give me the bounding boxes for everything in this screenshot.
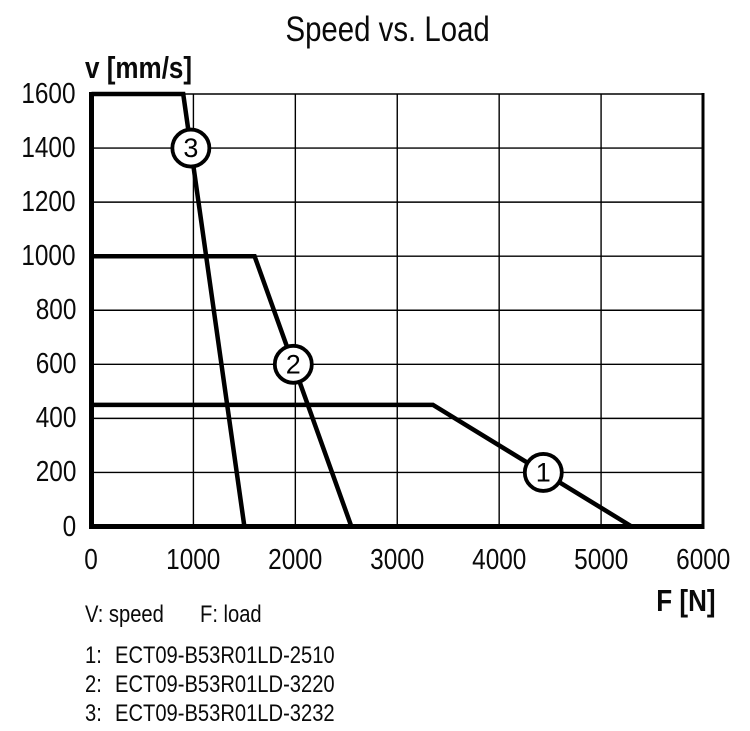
- legend-num-1: 1:: [85, 642, 102, 669]
- y-tick-label-600: 600: [35, 348, 76, 381]
- y-tick-label-800: 800: [35, 294, 76, 327]
- series-1-line: [91, 402, 633, 529]
- y-axis-label-text: v [mm/s]: [85, 50, 193, 85]
- series-2-line: [91, 253, 354, 528]
- note-load: F: load: [199, 601, 262, 628]
- series-2-marker-label: 2: [286, 349, 301, 379]
- y-axis-label: v [mm/s]: [85, 50, 212, 86]
- x-tick-label-1000: 1000: [166, 544, 221, 576]
- chart-title-text: Speed vs. Load: [285, 10, 491, 49]
- legend-row-3: 3: ECT09-B53R01LD-3232: [85, 699, 376, 728]
- series-2-marker: [272, 343, 314, 385]
- y-tick-label-1600: 1600: [21, 78, 76, 110]
- series-3-marker: [170, 127, 212, 169]
- axis-key-note: V: speed F: load: [85, 601, 273, 629]
- note-speed: V: speed: [85, 601, 164, 628]
- legend: 1: ECT09-B53R01LD-2510 2: ECT09-B53R01LD…: [85, 641, 376, 728]
- legend-num-2: 2:: [85, 671, 102, 698]
- chart-title: Speed vs. Load: [26, 9, 750, 50]
- x-axis-label-text: F [N]: [656, 583, 716, 618]
- x-tick-label-6000: 6000: [675, 544, 731, 576]
- y-tick-label-0: 0: [62, 510, 76, 543]
- legend-num-3: 3:: [85, 700, 102, 727]
- x-tick-label-2000: 2000: [268, 544, 323, 576]
- y-tick-label-1400: 1400: [21, 132, 76, 165]
- x-tick-label-5000: 5000: [573, 544, 629, 576]
- x-tick-label-0: 0: [84, 544, 99, 576]
- y-tick-label-1200: 1200: [21, 186, 76, 219]
- x-tick-label-4000: 4000: [472, 544, 527, 576]
- legend-row-1: 1: ECT09-B53R01LD-2510: [85, 641, 376, 670]
- legend-label-2: ECT09-B53R01LD-3220: [115, 671, 335, 698]
- x-tick-label-3000: 3000: [370, 544, 425, 576]
- series-1-marker: [522, 452, 564, 493]
- legend-label-1: ECT09-B53R01LD-2510: [115, 642, 335, 669]
- y-tick-label-400: 400: [35, 402, 76, 435]
- y-tick-label-1000: 1000: [21, 240, 76, 273]
- series-3-marker-label: 3: [183, 133, 198, 163]
- x-axis-label: F [N]: [516, 583, 716, 619]
- legend-label-3: ECT09-B53R01LD-3232: [115, 700, 335, 727]
- y-tick-label-200: 200: [35, 456, 76, 489]
- legend-row-2: 2: ECT09-B53R01LD-3220: [85, 670, 376, 699]
- series-1-marker-label: 1: [536, 457, 551, 487]
- series-3-line: [91, 91, 247, 527]
